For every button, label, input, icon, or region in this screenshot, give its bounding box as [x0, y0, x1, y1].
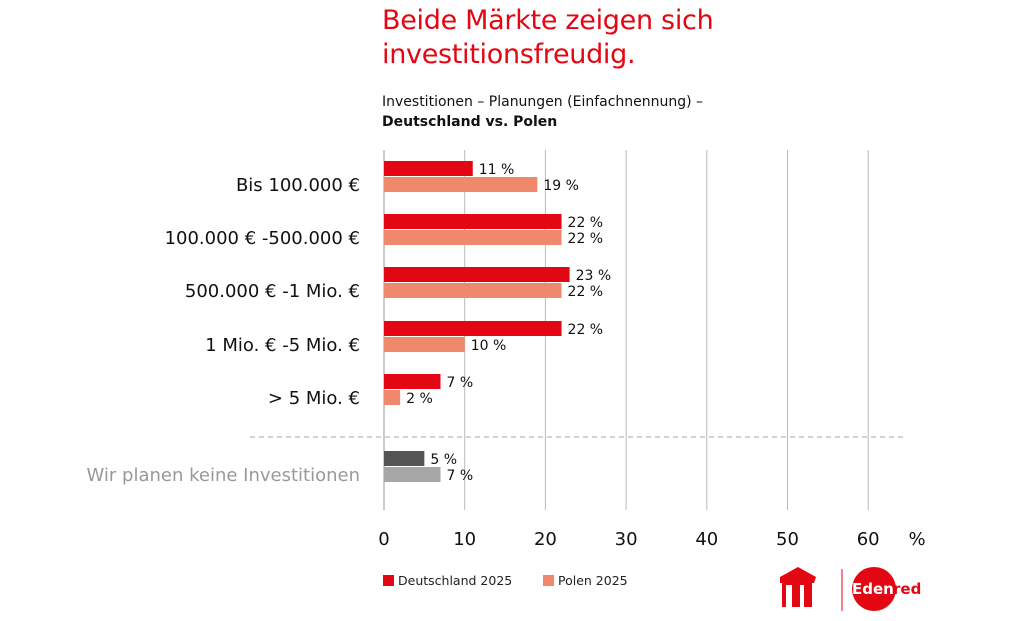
data-label: 19 % — [543, 178, 579, 194]
x-tick-label: 40 — [695, 529, 718, 550]
svg-text:Eden: Eden — [852, 580, 894, 598]
svg-text:red: red — [893, 580, 921, 598]
data-label: 2 % — [406, 391, 433, 407]
subtitle-line-1: Investitionen – Planungen (Einfachnennun… — [382, 94, 704, 110]
bar-polen — [384, 177, 538, 192]
legend-item-deutschland: Deutschland 2025 — [383, 573, 512, 588]
bar-deutschland — [384, 161, 473, 176]
legend-item-polen: Polen 2025 — [543, 573, 628, 588]
data-label: 22 % — [568, 284, 604, 300]
data-label: 22 % — [568, 322, 604, 338]
bar-deutschland — [384, 267, 570, 282]
subtitle-line-2: Deutschland vs. Polen — [382, 114, 558, 130]
x-tick-label: 0 — [378, 529, 389, 550]
bar-polen — [384, 390, 401, 405]
data-label: 22 % — [568, 215, 604, 231]
category-label: > 5 Mio. € — [268, 388, 360, 409]
bar-polen — [384, 467, 441, 482]
data-label: 7 % — [446, 375, 473, 391]
data-label: 7 % — [446, 468, 473, 484]
category-label: 1 Mio. € -5 Mio. € — [205, 335, 360, 356]
legend-label: Deutschland 2025 — [398, 573, 513, 588]
bar-polen — [384, 337, 465, 352]
data-label: 10 % — [471, 338, 507, 354]
category-label: Bis 100.000 € — [236, 175, 360, 196]
x-tick-label: 10 — [453, 529, 476, 550]
legend-swatch — [543, 575, 554, 586]
x-tick-label: 50 — [776, 529, 799, 550]
category-label: 100.000 € -500.000 € — [165, 228, 360, 249]
bar-deutschland — [384, 214, 562, 229]
chart-subtitle: Investitionen – Planungen (Einfachnennun… — [382, 92, 703, 132]
legend-label: Polen 2025 — [558, 573, 628, 588]
bar-polen — [384, 283, 562, 298]
x-tick-label: 20 — [534, 529, 557, 550]
category-label: 500.000 € -1 Mio. € — [185, 281, 360, 302]
chart-title: Beide Märkte zeigen sich investitionsfre… — [382, 5, 714, 70]
uta-edenred-logo: Eden red — [780, 567, 921, 611]
x-unit-label: % — [908, 529, 925, 550]
bar-polen — [384, 230, 562, 245]
bar-deutschland — [384, 321, 562, 336]
data-label: 22 % — [568, 231, 604, 247]
bar-deutschland — [384, 374, 441, 389]
bar-deutschland — [384, 451, 425, 466]
category-label: Wir planen keine Investitionen — [87, 465, 361, 486]
data-label: 23 % — [576, 268, 612, 284]
x-tick-label: 60 — [857, 529, 880, 550]
legend-swatch — [383, 575, 394, 586]
data-label: 11 % — [479, 162, 515, 178]
data-label: 5 % — [430, 452, 457, 468]
x-tick-label: 30 — [615, 529, 638, 550]
